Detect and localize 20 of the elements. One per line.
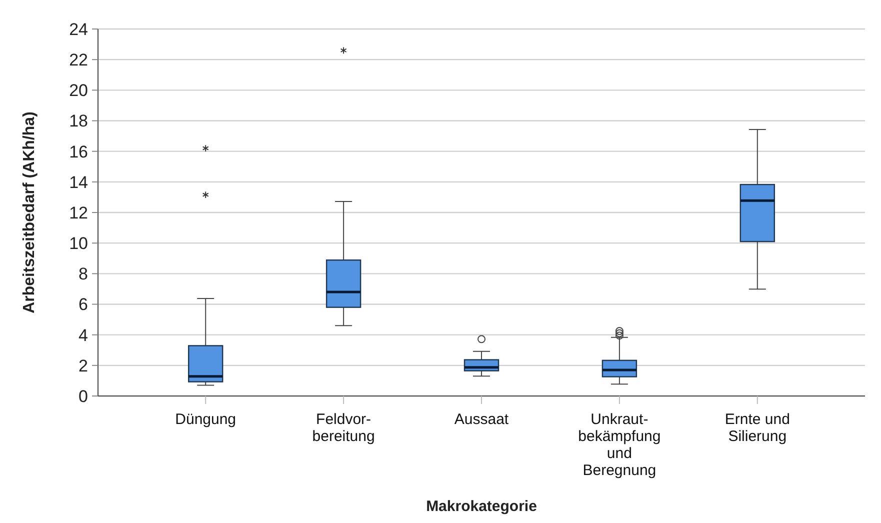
y-tick-label: 2 — [78, 356, 88, 376]
y-tick-label: 22 — [69, 50, 88, 70]
y-tick-label: 4 — [78, 326, 88, 345]
y-tick-label: 14 — [69, 172, 88, 192]
y-tick-label: 18 — [69, 112, 88, 131]
x-tick-label: Aussaat — [454, 411, 510, 428]
x-tick-label: Feldvor- bereitung — [312, 411, 375, 445]
y-tick-label: 10 — [69, 234, 88, 254]
y-tick-label: 6 — [78, 295, 88, 314]
x-tick-label: Ernte und Silierung — [724, 411, 790, 445]
y-tick-label: 12 — [69, 203, 88, 222]
y-tick-label: 0 — [78, 386, 88, 406]
x-tick-label: Unkraut- bekämpfung und Beregnung — [578, 411, 661, 479]
y-axis-title: Arbeitszeitbedarf (AKh/ha) — [21, 112, 38, 314]
y-tick-label: 8 — [78, 264, 88, 284]
x-axis-title: Makrokategorie — [426, 498, 537, 515]
y-tick-label: 16 — [69, 142, 88, 162]
x-tick-label: Düngung — [175, 411, 236, 428]
y-tick-label: 20 — [69, 81, 88, 100]
y-tick-label: 24 — [69, 20, 88, 39]
